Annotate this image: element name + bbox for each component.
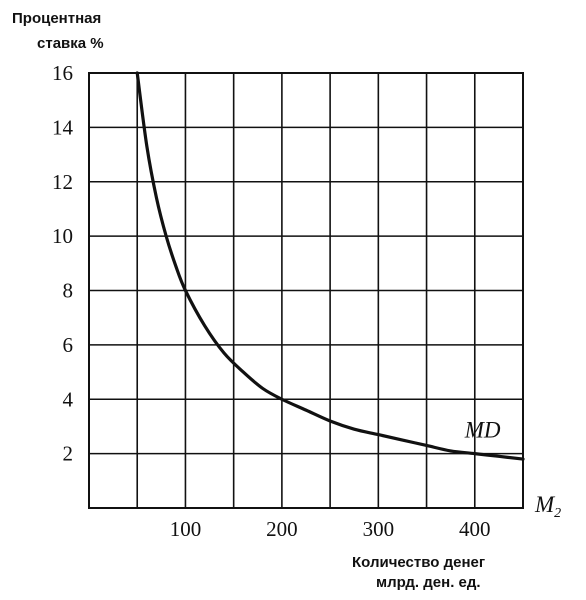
- y-tick-label: 6: [63, 333, 74, 357]
- grid: [89, 73, 523, 508]
- series-label-md: MD: [464, 418, 501, 443]
- y-tick-label: 2: [63, 442, 74, 466]
- plot-frame: [88, 72, 524, 509]
- y-tick-label: 14: [52, 115, 74, 139]
- x-axis-end-subscript: 2: [554, 506, 561, 521]
- x-axis-label-line-1: Количество денег: [352, 554, 485, 571]
- y-tick-label: 8: [63, 279, 74, 303]
- x-tick-label: 300: [363, 517, 395, 541]
- md-curve: [135, 71, 525, 461]
- x-tick-label: 200: [266, 517, 298, 541]
- y-tick-label: 16: [52, 61, 73, 85]
- y-axis-label-line-2: ставка %: [37, 35, 104, 52]
- x-axis-end-label: M2: [534, 492, 561, 521]
- x-tick-labels: 100 200 300 400: [170, 517, 491, 541]
- x-axis-label-line-2: млрд. ден. ед.: [376, 574, 481, 591]
- x-tick-label: 100: [170, 517, 202, 541]
- y-tick-labels: 2 4 6 8 10 12 14 16: [52, 61, 74, 466]
- x-tick-label: 400: [459, 517, 491, 541]
- y-tick-label: 12: [52, 170, 73, 194]
- y-tick-label: 4: [63, 387, 74, 411]
- y-tick-label: 10: [52, 224, 73, 248]
- y-axis-label-line-1: Процентная: [12, 10, 101, 27]
- x-axis-end-main: M: [534, 492, 556, 517]
